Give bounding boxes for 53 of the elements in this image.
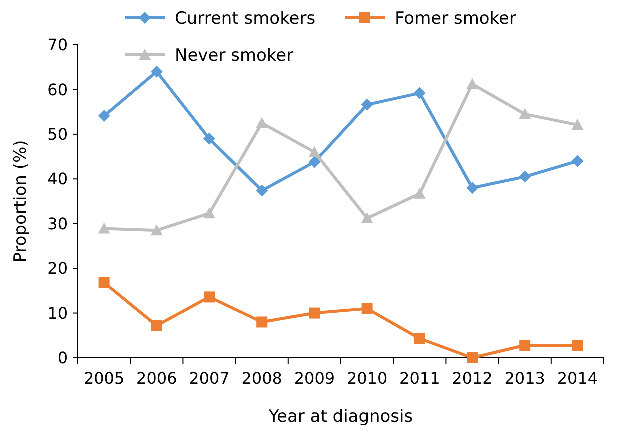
point: [98, 277, 110, 288]
point: [519, 108, 532, 120]
point: [308, 146, 321, 158]
point: [150, 66, 163, 78]
legend-label: Fomer smoker: [395, 8, 516, 29]
x-tick-label: 2005: [84, 369, 125, 388]
legend-label: Current smokers: [175, 8, 316, 29]
point: [204, 208, 216, 219]
point: [466, 78, 478, 90]
point: [572, 155, 584, 168]
y-tick-label: 0: [58, 348, 68, 368]
point: [308, 156, 321, 168]
point: [572, 340, 584, 351]
point: [204, 292, 215, 303]
x-tick-label: 2012: [452, 369, 493, 388]
point: [256, 184, 268, 197]
x-tick-label: 2007: [189, 369, 230, 388]
point: [519, 170, 532, 183]
point: [572, 119, 584, 130]
x-tick-label: 2014: [557, 369, 598, 388]
y-tick-label: 70: [48, 36, 68, 55]
point: [256, 117, 268, 128]
x-tick-label: 2011: [400, 369, 440, 388]
point: [98, 110, 110, 122]
y-axis-title: Proportion (%): [11, 140, 31, 263]
x-tick-label: 2006: [136, 369, 178, 388]
x-tick-label: 2009: [294, 369, 336, 388]
x-axis-title: Year at diagnosis: [268, 407, 414, 427]
point: [361, 212, 374, 224]
point: [256, 316, 268, 328]
point: [98, 222, 110, 234]
point: [466, 182, 478, 194]
y-tick-label: 60: [48, 80, 68, 100]
x-tick-label: 2008: [242, 369, 282, 388]
y-tick-label: 10: [48, 304, 68, 323]
point: [361, 98, 374, 111]
point: [520, 340, 531, 351]
point: [414, 87, 426, 100]
point: [467, 352, 478, 364]
point: [309, 308, 320, 319]
point: [204, 132, 216, 145]
x-tick-label: 2010: [346, 369, 388, 388]
legend-label: Never smoker: [175, 46, 294, 66]
y-tick-label: 20: [48, 259, 68, 278]
point: [150, 224, 163, 236]
x-tick-label: 2013: [504, 369, 546, 388]
y-tick-label: 40: [48, 170, 68, 189]
y-tick-label: 30: [48, 214, 68, 234]
point: [414, 188, 426, 199]
point: [151, 320, 162, 332]
y-tick-label: 50: [48, 125, 68, 144]
point: [362, 303, 373, 314]
point: [414, 333, 426, 344]
